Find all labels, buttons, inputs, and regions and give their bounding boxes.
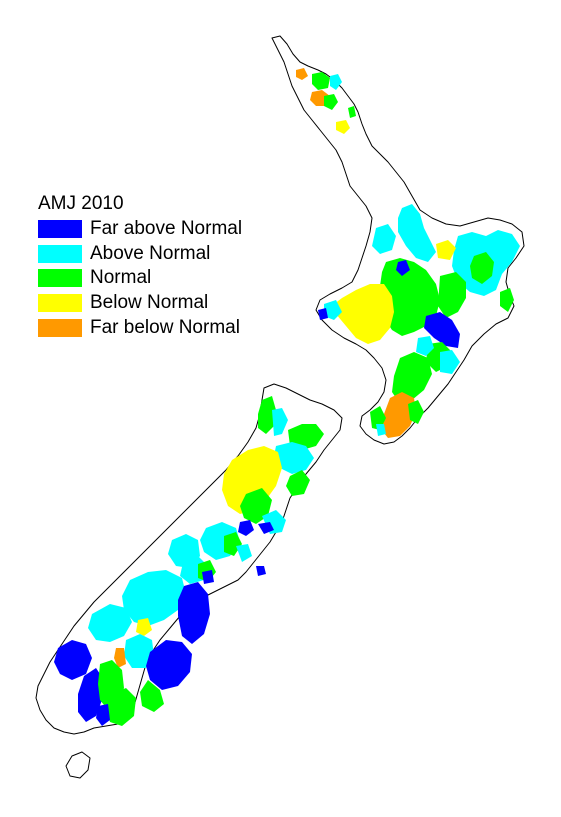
legend-label-far-above-normal: Far above Normal <box>90 218 243 240</box>
region-southwest-above <box>122 570 186 626</box>
region-kaikoura-normal <box>286 470 310 496</box>
legend-label-normal: Normal <box>90 267 152 289</box>
legend-label-above-normal: Above Normal <box>90 242 211 264</box>
region-central-otago-above <box>124 634 154 668</box>
legend-swatch-below-normal <box>38 294 82 313</box>
legend-item-far-above-normal: Far above Normal <box>38 217 242 242</box>
region-northland-far-below <box>296 68 308 80</box>
region-tasman-normal <box>258 396 276 434</box>
region-eastcape-normal <box>500 288 514 312</box>
region-taranaki-far-above <box>318 308 328 320</box>
legend-label-far-below-normal: Far below Normal <box>90 316 240 338</box>
region-westland-normal <box>240 488 272 524</box>
legend-swatch-above-normal <box>38 244 82 263</box>
region-coromandel-normal <box>348 106 356 118</box>
region-canterbury-far-above-1 <box>238 520 254 536</box>
region-lakes-far-below <box>114 648 126 668</box>
legend-swatch-normal <box>38 269 82 288</box>
legend-swatch-far-above-normal <box>38 220 82 239</box>
region-manawatu-normal <box>392 352 432 404</box>
legend-swatch-far-below-normal <box>38 318 82 337</box>
region-lakes-below <box>136 618 152 636</box>
region-clutha-normal <box>106 688 136 726</box>
region-canterbury-far-above-2 <box>258 522 274 534</box>
legend-title: AMJ 2010 <box>38 193 124 214</box>
region-wairarapa-normal <box>408 400 424 424</box>
region-hawkesbay-far-above <box>424 312 460 348</box>
region-hawkesbay-above <box>440 350 460 374</box>
south-island <box>35 383 343 779</box>
region-otago-far-above-1 <box>178 582 210 644</box>
region-fiordland-far-above <box>54 640 92 680</box>
region-gisborne-normal <box>470 252 494 284</box>
region-wairarapa-far-below <box>380 392 416 438</box>
region-mid-canterbury-far-above <box>202 570 214 584</box>
region-wellington-above <box>376 424 386 436</box>
legend-item-normal: Normal <box>38 266 242 291</box>
region-bop-above <box>398 204 436 262</box>
legend-label-below-normal: Below Normal <box>90 292 209 314</box>
stewart-island-outline <box>65 751 91 779</box>
region-waikato-above <box>372 224 396 254</box>
region-auckland-normal <box>324 94 338 110</box>
map-legend: AMJ 2010 Far above Normal Above Normal N… <box>38 193 242 340</box>
region-catlins-far-above <box>96 704 110 726</box>
region-central-normal <box>380 258 440 336</box>
region-banks-far-above <box>256 566 266 576</box>
region-southland-far-above <box>78 668 104 722</box>
legend-item-below-normal: Below Normal <box>38 291 242 316</box>
legend-item-far-below-normal: Far below Normal <box>38 315 242 340</box>
region-northland-normal <box>312 72 330 90</box>
region-western-below <box>334 284 394 344</box>
region-marlborough-above <box>274 442 314 474</box>
region-northland-above <box>330 74 342 90</box>
legend-item-above-normal: Above Normal <box>38 242 242 267</box>
region-central-below-small <box>436 240 456 260</box>
region-taranaki-above <box>324 300 342 320</box>
north-island <box>271 35 525 445</box>
region-taupo-far-above <box>396 260 410 276</box>
region-manawatu-above <box>416 336 434 356</box>
region-tasman-above <box>272 408 288 436</box>
region-otago-far-above-2 <box>146 640 192 690</box>
region-fiordland-above <box>88 604 132 642</box>
region-eastern-normal <box>438 272 466 318</box>
region-otago-normal <box>140 680 164 712</box>
region-canterbury-above-2 <box>236 544 252 562</box>
region-auckland-below <box>336 120 350 134</box>
